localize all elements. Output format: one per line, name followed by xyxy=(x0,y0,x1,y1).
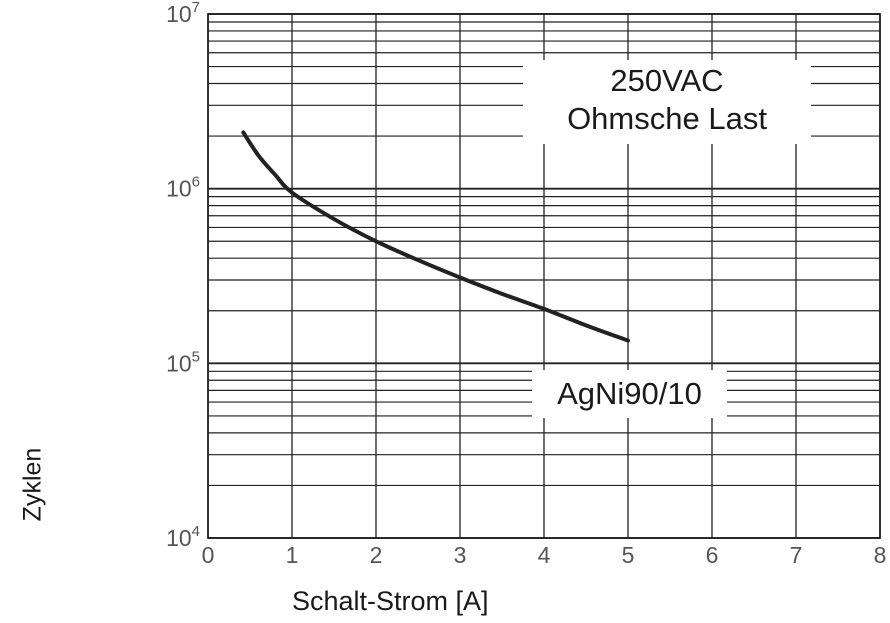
plot-frame xyxy=(207,13,881,539)
x-tick-label: 2 xyxy=(370,542,383,568)
x-tick-label: 5 xyxy=(622,542,635,568)
y-tick-label: 104 xyxy=(166,523,200,551)
series-line xyxy=(241,130,630,343)
y-axis-label: Zyklen xyxy=(18,447,47,522)
condition-annotation: 250VAC Ohmsche Last xyxy=(523,60,811,144)
x-tick-label: 0 xyxy=(202,542,215,568)
x-tick-label: 7 xyxy=(790,542,803,568)
x-tick-label: 4 xyxy=(538,542,551,568)
condition-line-voltage: 250VAC xyxy=(610,63,724,98)
x-tick-label: 3 xyxy=(454,542,467,568)
y-tick-label: 106 xyxy=(166,174,200,202)
y-tick-label: 105 xyxy=(166,348,200,376)
x-tick-label: 8 xyxy=(874,542,887,568)
x-tick-label: 6 xyxy=(706,542,719,568)
x-tick-label: 1 xyxy=(286,542,299,568)
condition-line-load: Ohmsche Last xyxy=(567,101,767,136)
chart-ticks: 0 1 2 3 4 5 6 7 8 104 105 106 107 xyxy=(166,0,886,568)
x-axis-label: Schalt-Strom [A] xyxy=(292,586,489,616)
y-axis-label-box: Zyklen xyxy=(6,430,47,540)
y-tick-label: 107 xyxy=(166,0,200,27)
chart-series xyxy=(241,130,630,343)
series-annotation: AgNi90/10 xyxy=(532,370,727,418)
